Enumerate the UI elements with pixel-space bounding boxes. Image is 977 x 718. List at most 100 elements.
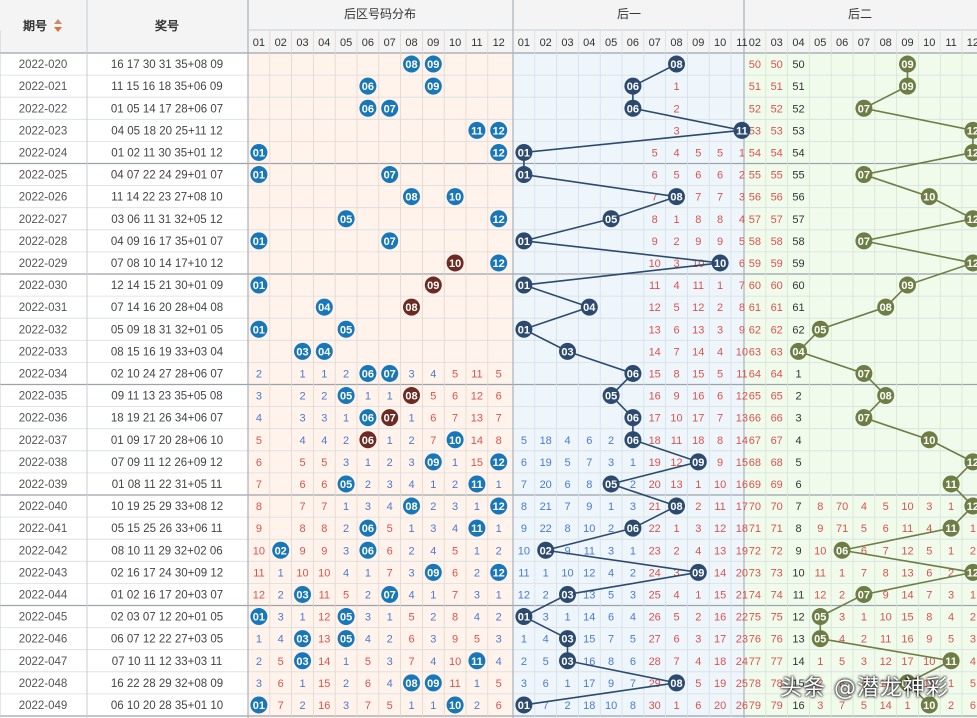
- miss-count: 1: [408, 700, 414, 712]
- miss-count: 3: [321, 413, 327, 425]
- miss-count: 6: [521, 457, 527, 469]
- miss-count: 21: [649, 501, 661, 513]
- miss-count: 12: [318, 612, 330, 624]
- miss-count: 3: [543, 612, 549, 624]
- miss-count: 54: [771, 147, 783, 159]
- miss-count: 68: [749, 457, 761, 469]
- miss-count: 1: [452, 457, 458, 469]
- sort-icon[interactable]: [54, 19, 62, 32]
- miss-count: 8: [299, 523, 305, 535]
- miss-count: 19: [540, 457, 552, 469]
- miss-count: 10: [296, 567, 308, 579]
- miss-count: 5: [861, 523, 867, 535]
- h1-ball: [624, 99, 642, 117]
- miss-count: 6: [861, 545, 867, 557]
- miss-count: 5: [408, 612, 414, 624]
- h1-ball-label: 01: [518, 612, 530, 624]
- miss-count: 4: [365, 634, 371, 646]
- miss-count: 60: [771, 280, 783, 292]
- table-row: 2022-033 08 15 16 19 33+03 04 14 7 14 4 10 63 63: [19, 346, 783, 358]
- back-ball: [446, 188, 464, 206]
- miss-count: 56: [771, 192, 783, 204]
- h1-col-label: 02: [540, 37, 552, 49]
- period-header[interactable]: 期号: [23, 18, 47, 33]
- back-ball-label: 03: [296, 589, 308, 601]
- miss-count: 3: [474, 589, 480, 601]
- miss-count: 11: [924, 678, 935, 690]
- miss-count: 1: [365, 457, 371, 469]
- miss-count: 2: [739, 170, 745, 182]
- back-ball: [424, 563, 442, 581]
- back-ball-label: 05: [340, 324, 352, 336]
- table-row: 2022-026 11 14 22 23 27+08 10 7 7 7 3 56 56 56: [19, 192, 805, 204]
- miss-count: 4: [408, 479, 414, 491]
- h2-col-label: 08: [880, 37, 892, 49]
- back-ball-label: 06: [362, 523, 374, 535]
- miss-count: 6: [496, 700, 502, 712]
- back-ball-label: 11: [471, 523, 483, 535]
- back-ball-label: 04: [318, 346, 331, 358]
- h1-ball-label: 08: [670, 678, 682, 690]
- h2-ball: [920, 696, 938, 714]
- back-ball-label: 03: [296, 634, 308, 646]
- back-distribution-header: 后区号码分布: [344, 7, 416, 21]
- h2-ball: [942, 475, 960, 493]
- miss-count: 10: [714, 479, 726, 491]
- h1-ball-label: 09: [692, 457, 704, 469]
- back-ball: [294, 630, 311, 648]
- miss-count: 72: [771, 545, 783, 557]
- miss-count: 5: [278, 656, 284, 668]
- miss-count: 9: [256, 523, 262, 535]
- miss-count: 20: [736, 567, 748, 579]
- back-ball-label: 08: [405, 501, 417, 513]
- back-ball-label: 01: [253, 612, 265, 624]
- miss-count: 7: [695, 192, 701, 204]
- miss-count: 1: [673, 700, 679, 712]
- h2-ball: [899, 674, 916, 692]
- miss-count: 50: [771, 59, 783, 71]
- miss-count: 13: [318, 634, 330, 646]
- h1-col-label: 07: [649, 37, 661, 49]
- miss-count: 6: [496, 391, 502, 403]
- miss-count: 59: [749, 258, 761, 270]
- table-row: 2022-044 01 02 16 17 20+03 07 12 2 11 5 2 4 1 7 3 1…: [19, 589, 976, 601]
- miss-count: 3: [948, 589, 954, 601]
- miss-count: 5: [717, 147, 723, 159]
- miss-count: 64: [771, 368, 783, 380]
- h1-ball-label: 09: [692, 567, 704, 579]
- miss-count: 7: [387, 567, 393, 579]
- miss-count: 30: [649, 700, 661, 712]
- period-cell: 2022-024: [19, 147, 68, 159]
- period-cell: 2022-042: [19, 545, 68, 557]
- h1-ball-label: 08: [670, 501, 682, 513]
- back-ball: [446, 696, 464, 714]
- miss-count: 5: [926, 545, 932, 557]
- miss-count: 8: [652, 214, 658, 226]
- miss-count: 6: [717, 391, 723, 403]
- table-row: 2022-034 02 10 24 27 28+06 07 2 1 1 2 3 4 5 11 5 15…: [19, 368, 802, 380]
- miss-count: 66: [771, 413, 783, 425]
- miss-count: 54: [749, 147, 761, 159]
- miss-count: 4: [430, 545, 436, 557]
- miss-count: 15: [692, 368, 704, 380]
- miss-count: 5: [387, 700, 393, 712]
- miss-count: 73: [749, 567, 761, 579]
- table-row: 2022-046 06 07 12 22 27+03 05 1 4 13 4 2 6 3 9 5 3 1…: [19, 634, 976, 646]
- miss-count: 5: [717, 368, 723, 380]
- miss-count: 9: [452, 634, 458, 646]
- h2-ball-label: 12: [967, 125, 977, 137]
- miss-count: 10: [814, 545, 826, 557]
- miss-count: 4: [343, 567, 349, 579]
- miss-count: 1: [739, 147, 745, 159]
- miss-count: 70: [836, 501, 848, 513]
- miss-count: 57: [792, 214, 804, 226]
- h2-ball: [964, 563, 977, 581]
- table-row: 2022-038 07 09 11 12 26+09 12 6 5 5 3 1 2 3 1 15 6 1…: [19, 457, 802, 469]
- miss-count: 9: [695, 236, 701, 248]
- h2-ball: [833, 541, 851, 559]
- back-col-label: 10: [449, 37, 461, 49]
- miss-count: 2: [630, 479, 636, 491]
- back-ball-label: 06: [362, 368, 374, 380]
- miss-count: 4: [695, 545, 701, 557]
- back-ball: [337, 475, 355, 493]
